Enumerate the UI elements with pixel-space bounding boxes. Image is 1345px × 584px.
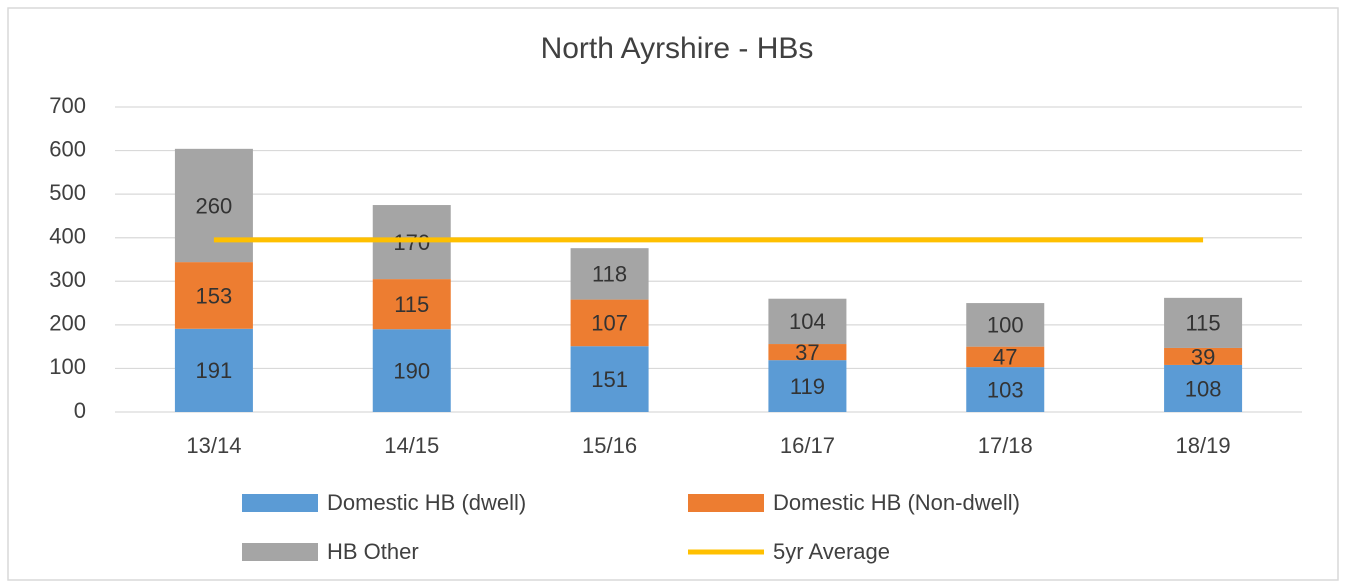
x-tick-label: 14/15: [384, 433, 439, 458]
y-tick-label: 300: [49, 267, 86, 292]
bar-segment: [570, 248, 649, 300]
bar-segment: [174, 148, 253, 263]
data-label: 103: [987, 377, 1024, 402]
data-label: 190: [393, 358, 430, 383]
bar-segment: [768, 360, 847, 412]
bar-segment: [570, 299, 649, 347]
y-tick-label: 600: [49, 136, 86, 161]
bar-segment: [570, 346, 649, 412]
data-label: 100: [987, 313, 1024, 338]
bar-segment: [966, 303, 1045, 347]
bar-segment: [372, 329, 451, 412]
bar-segment: [174, 328, 253, 412]
chart-title: North Ayrshire - HBs: [541, 32, 814, 65]
x-tick-label: 18/19: [1176, 433, 1231, 458]
bar-segment: [768, 298, 847, 345]
data-label: 151: [591, 367, 628, 392]
data-label: 39: [1191, 344, 1215, 369]
data-label: 47: [993, 345, 1017, 370]
x-tick-label: 13/14: [186, 433, 241, 458]
data-label: 107: [591, 311, 628, 336]
bar-segment: [768, 344, 847, 361]
bar-segment: [372, 279, 451, 330]
data-label: 118: [592, 262, 627, 287]
legend-swatch: [242, 494, 318, 512]
bar-segment: [966, 346, 1045, 368]
data-label: 104: [789, 309, 826, 334]
data-label: 115: [394, 292, 429, 317]
data-label: 108: [1185, 376, 1222, 401]
data-label: 191: [196, 358, 233, 383]
bar-segment: [1164, 347, 1243, 365]
x-tick-label: 16/17: [780, 433, 835, 458]
legend-label: Domestic HB (dwell): [327, 490, 526, 515]
legend-label: 5yr Average: [773, 539, 890, 564]
bar-segment: [174, 262, 253, 329]
bar-segment: [1164, 297, 1243, 348]
bar-segment: [966, 367, 1045, 412]
y-tick-label: 400: [49, 224, 86, 249]
y-tick-label: 500: [49, 180, 86, 205]
data-label: 119: [790, 374, 825, 399]
data-label: 153: [196, 283, 233, 308]
legend-label: HB Other: [327, 539, 419, 564]
legend-swatch: [242, 543, 318, 561]
legend-swatch: [688, 494, 764, 512]
data-label: 37: [795, 340, 819, 365]
legend-label: Domestic HB (Non-dwell): [773, 490, 1020, 515]
y-tick-label: 100: [49, 354, 86, 379]
x-tick-label: 17/18: [978, 433, 1033, 458]
y-tick-label: 200: [49, 311, 86, 336]
bar-segment: [1164, 364, 1243, 412]
data-label: 115: [1186, 311, 1221, 336]
y-tick-label: 0: [74, 398, 86, 423]
x-tick-label: 15/16: [582, 433, 637, 458]
data-label: 260: [196, 193, 233, 218]
y-tick-label: 700: [49, 93, 86, 118]
